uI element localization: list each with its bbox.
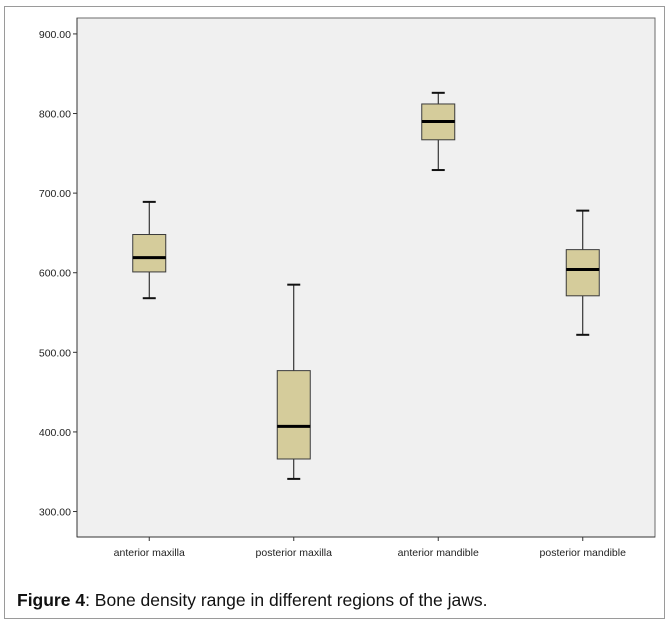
figure-caption-text: : Bone density range in different region… bbox=[85, 590, 488, 610]
box-series bbox=[132, 91, 600, 480]
y-tick-label: 800.00 bbox=[39, 109, 71, 121]
plot-area bbox=[76, 17, 656, 538]
x-axis-ticks: anterior maxilla posterior maxilla anterio… bbox=[114, 537, 626, 559]
figure-label: Figure 4 bbox=[17, 590, 86, 610]
box-posterior-mandible bbox=[565, 209, 600, 336]
y-tick-label: 500.00 bbox=[39, 347, 71, 359]
y-tick-label: 700.00 bbox=[39, 188, 71, 200]
y-tick-label: 600.00 bbox=[39, 268, 71, 280]
interquartile-box bbox=[276, 370, 311, 460]
interquartile-box bbox=[565, 249, 600, 297]
y-tick-label: 300.00 bbox=[39, 507, 71, 519]
figure-caption: Figure 4: Bone density range in differen… bbox=[17, 590, 657, 611]
y-tick-label: 900.00 bbox=[39, 29, 71, 41]
x-tick-label: posterior mandible bbox=[540, 547, 627, 559]
interquartile-box bbox=[132, 234, 167, 273]
box-anterior-mandible bbox=[421, 91, 456, 172]
y-tick-label: 400.00 bbox=[39, 427, 71, 439]
y-axis-ticks: 300.00 400.00 500.00 600.00 700.00 800.00 900.… bbox=[39, 29, 77, 519]
boxplot-chart: 300.00 400.00 500.00 600.00 700.00 800.00 900.… bbox=[39, 17, 656, 559]
box-anterior-maxilla bbox=[132, 200, 167, 300]
x-tick-label: anterior maxilla bbox=[114, 547, 185, 559]
x-tick-label: posterior maxilla bbox=[256, 547, 333, 559]
x-tick-label: anterior mandible bbox=[398, 547, 479, 559]
box-posterior-maxilla bbox=[276, 283, 311, 480]
